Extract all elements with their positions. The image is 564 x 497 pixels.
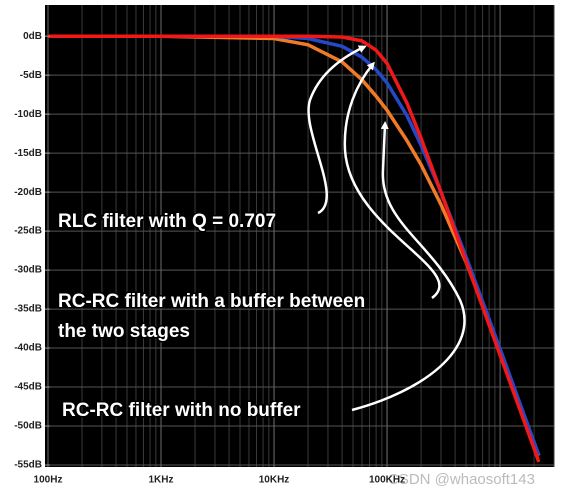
- x-tick-label: 1KHz: [149, 475, 174, 486]
- y-tick-label: -5dB: [20, 70, 42, 81]
- y-tick-label: 0dB: [23, 31, 42, 42]
- y-tick-label: -25dB: [14, 226, 42, 237]
- annotation: RC-RC filter with no buffer: [62, 400, 301, 421]
- y-tick-label: -55dB: [14, 460, 42, 471]
- y-tick-label: -35dB: [14, 304, 42, 315]
- plot-area: [45, 5, 554, 467]
- y-tick-label: -45dB: [14, 382, 42, 393]
- y-tick-label: -50dB: [14, 421, 42, 432]
- y-tick-label: -10dB: [14, 109, 42, 120]
- arrows: [307, 45, 466, 412]
- x-tick-label: 10KHz: [259, 475, 290, 486]
- watermark: CSDN @whaosoft143: [388, 471, 535, 488]
- annotation: the two stages: [58, 321, 190, 342]
- annotation: RLC filter with Q = 0.707: [58, 211, 276, 232]
- y-tick-label: -40dB: [14, 343, 42, 354]
- series-line: [48, 34, 541, 463]
- y-tick-label: -15dB: [14, 148, 42, 159]
- x-tick-label: 100Hz: [34, 475, 63, 486]
- x-tick-label: 100KHz: [369, 475, 405, 486]
- y-tick-label: -30dB: [14, 265, 42, 276]
- annotation: RC-RC filter with a buffer between: [58, 291, 365, 312]
- y-tick-label: -20dB: [14, 187, 42, 198]
